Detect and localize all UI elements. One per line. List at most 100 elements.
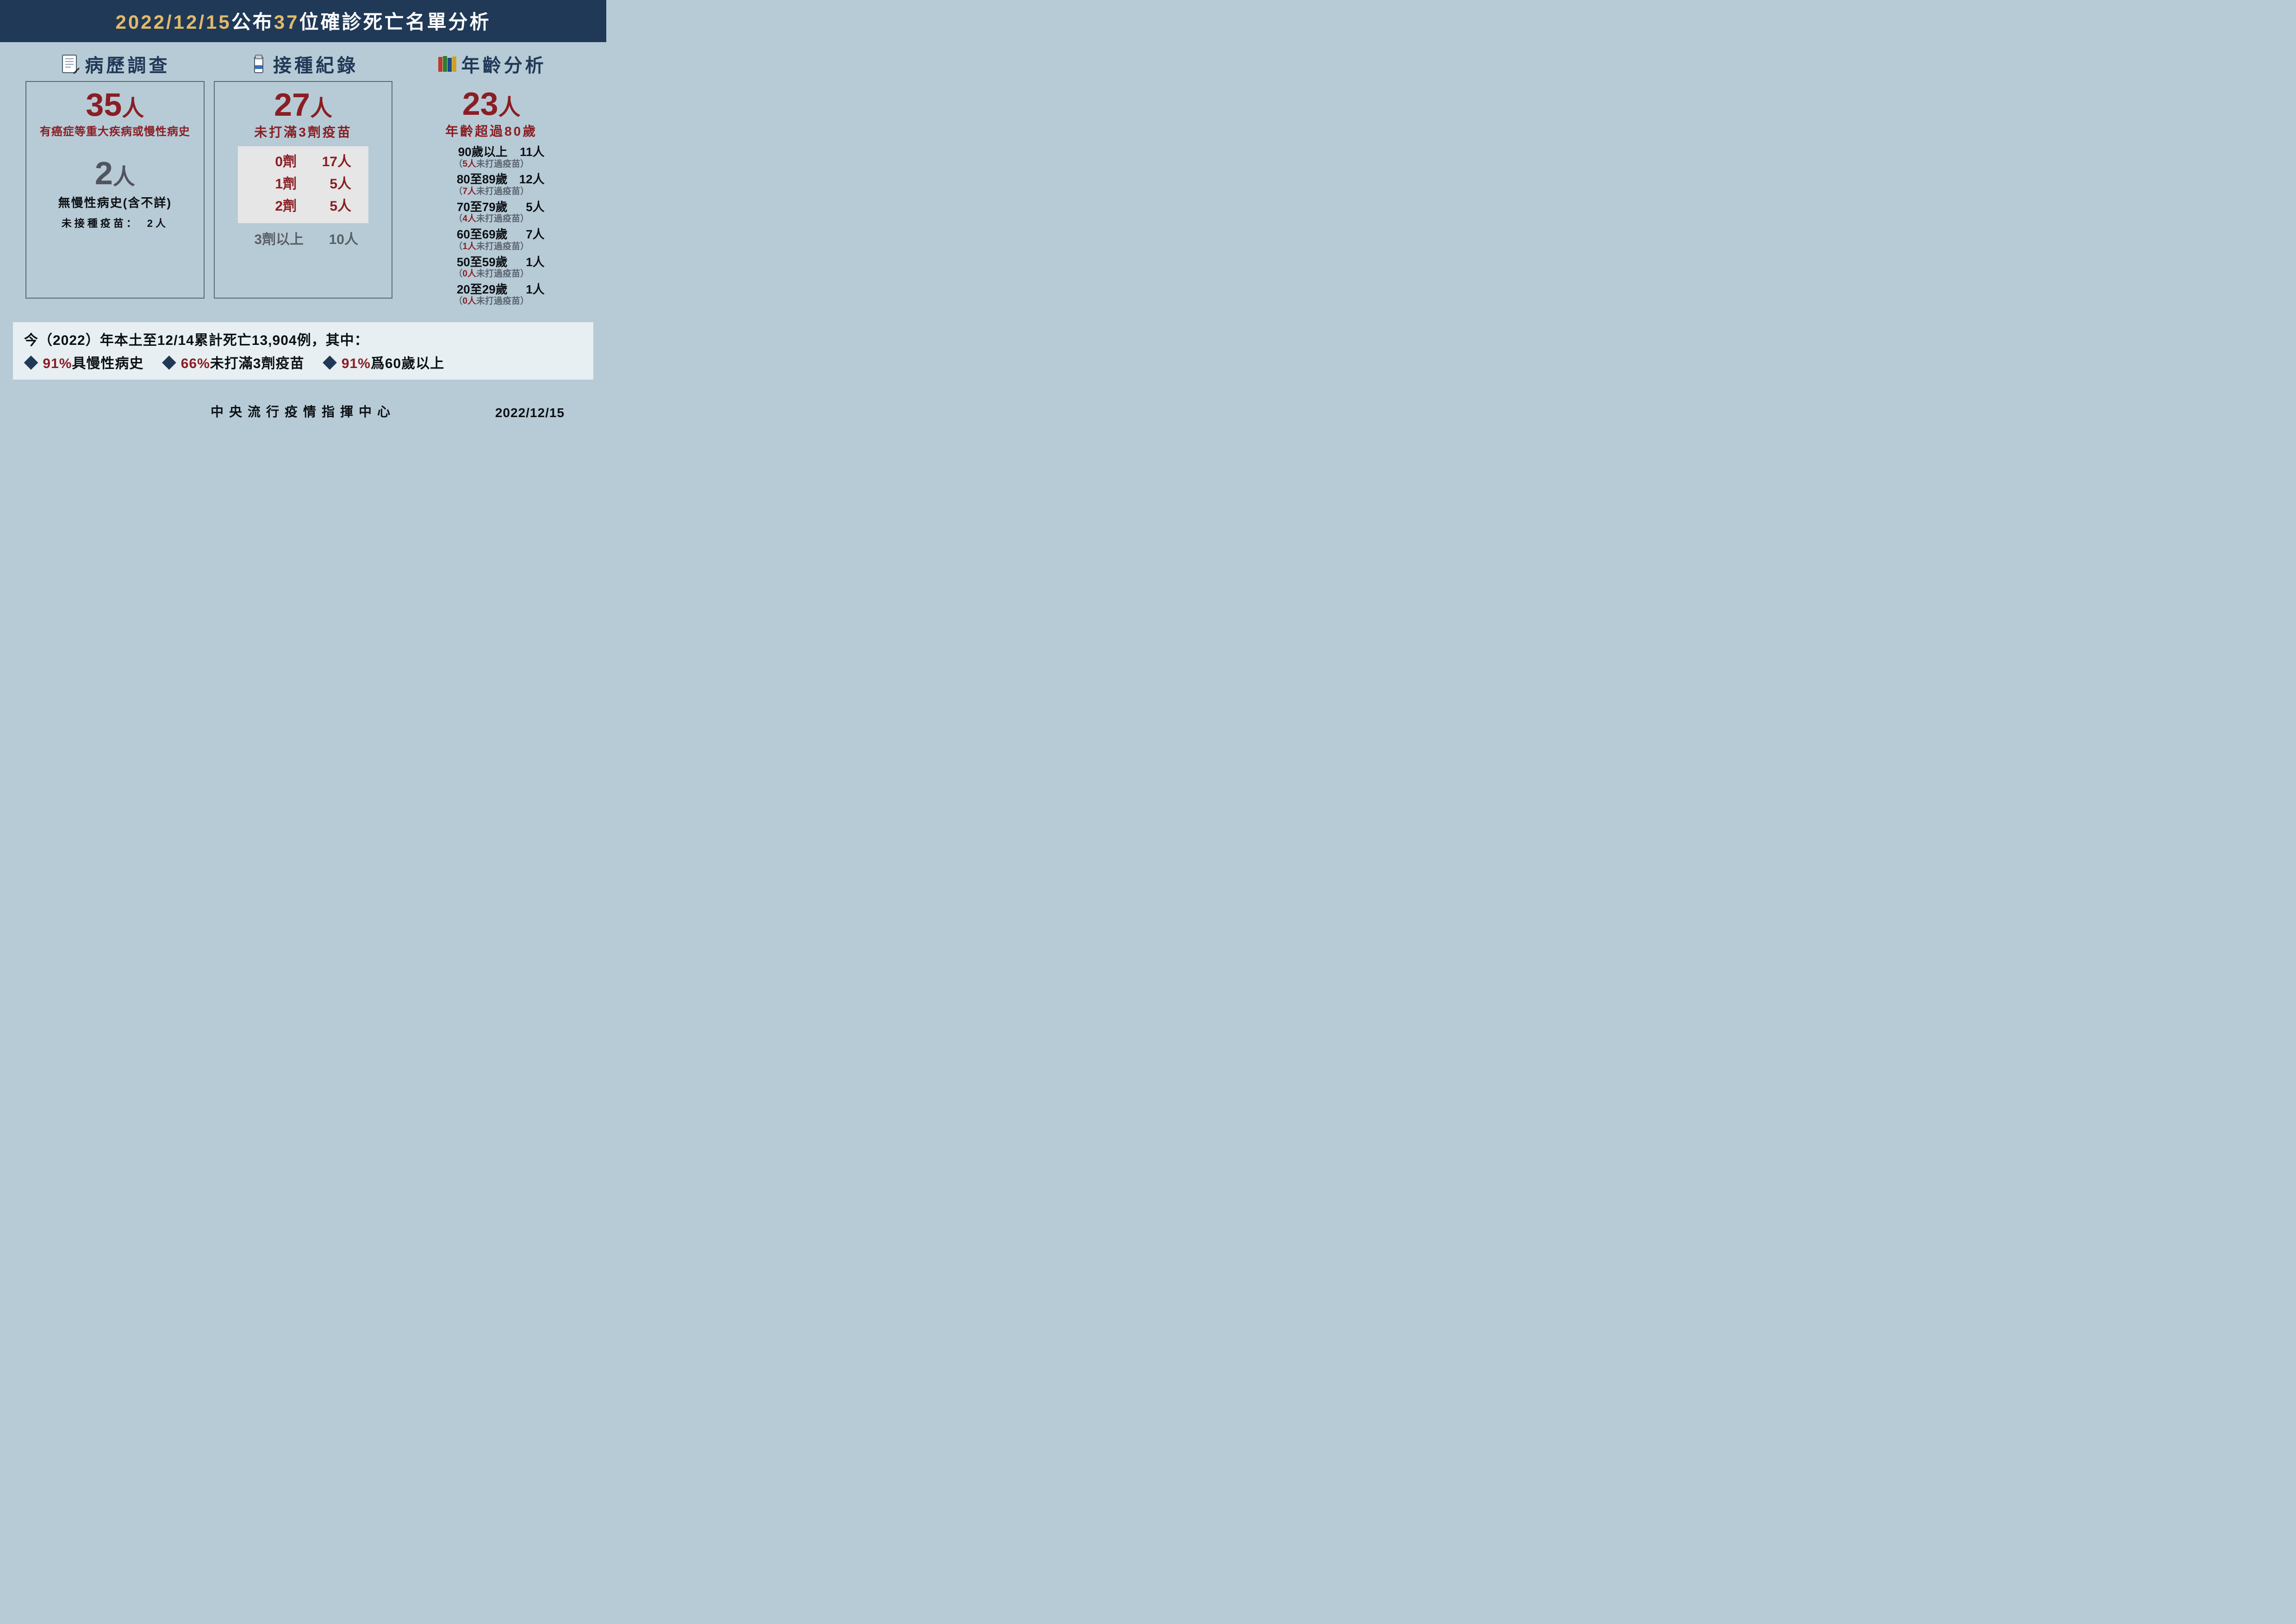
col1-stat1-num: 35 [86, 87, 122, 123]
age-sub-n: 4人 [462, 214, 476, 224]
col3-stat-label: 年齡超過80歲 [406, 121, 576, 140]
col1-stat1-unit: 人 [122, 96, 144, 121]
dose-label: 0劑 [255, 151, 297, 173]
dose-row: 1劑 5人 [238, 173, 369, 195]
age-sub: （4人未打過疫苗） [406, 214, 576, 224]
age-count: 1人 [512, 282, 545, 297]
age-count: 1人 [512, 255, 545, 270]
col3-stat: 23人 [406, 87, 576, 121]
age-sub: （0人未打過疫苗） [406, 297, 576, 306]
col1-stat2-num: 2 [95, 155, 113, 191]
age-sub-t: 未打過疫苗 [476, 187, 520, 196]
title-count: 37 [274, 11, 299, 33]
dose-row: 2劑 5人 [238, 195, 369, 218]
title-mid1: 公布 [231, 11, 274, 33]
diamond-icon: ◆ [323, 356, 341, 371]
col1-stat2-sub: 未接種疫苗： 2人 [31, 215, 199, 230]
age-sub: （1人未打過疫苗） [406, 242, 576, 252]
age-sub-n: 0人 [462, 296, 476, 306]
col3-stat-num: 23 [462, 86, 498, 122]
dose-label: 2劑 [255, 195, 297, 218]
age-range: 60至69歲 [438, 227, 508, 242]
age-range: 50至59歲 [438, 255, 508, 270]
document-icon [60, 53, 81, 75]
summary-item: ◆ 66%未打滿3劑疫苗 [162, 352, 304, 372]
age-list: 90歲以上11人 （5人未打過疫苗） 80至89歲 12人 （7人未打過疫苗） 7… [406, 144, 576, 306]
col3-stat-unit: 人 [498, 95, 521, 120]
dose-box: 0劑 17人 1劑 5人 2劑 5人 [238, 146, 369, 223]
age-range: 20至29歲 [438, 282, 508, 297]
age-sub-n: 7人 [462, 187, 476, 196]
vaccine-vial-icon [248, 53, 269, 75]
age-count: 5人 [512, 200, 545, 215]
summary-txt: 未打滿3劑疫苗 [210, 356, 305, 371]
col1-panel: 35人 有癌症等重大疾病或慢性病史 2人 無慢性病史(含不詳) 未接種疫苗： 2… [25, 81, 205, 299]
age-count: 7人 [512, 227, 545, 242]
age-row: 50至59歲 1人 [406, 255, 576, 270]
summary-line1: 今（2022）年本土至12/14累計死亡13,904例，其中： [24, 329, 582, 349]
dose-out-label: 3劑以上 [248, 228, 304, 248]
summary-txt: 爲60歲以上 [371, 356, 444, 371]
summary-pct: 91% [342, 356, 371, 371]
col2-stat-unit: 人 [310, 96, 332, 121]
col1-stat1-label: 有癌症等重大疾病或慢性病史 [31, 122, 199, 138]
col1-stat2-label: 無慢性病史(含不詳) [31, 194, 199, 211]
summary-item: ◆ 91%具慢性病史 [24, 352, 143, 372]
col2-panel: 27人 未打滿3劑疫苗 0劑 17人 1劑 5人 2劑 5人 3劑以上 [214, 81, 393, 299]
age-sub-t: 未打過疫苗 [476, 296, 520, 306]
diamond-icon: ◆ [24, 356, 43, 371]
books-icon [436, 53, 458, 75]
age-range: 90歲以上 [438, 144, 508, 160]
col2-stat-label: 未打滿3劑疫苗 [219, 122, 387, 141]
dose-row-out: 3劑以上 10人 [219, 228, 387, 248]
age-sub-t: 未打過疫苗 [476, 242, 520, 251]
age-row: 20至29歲 1人 [406, 282, 576, 297]
age-row: 70至79歲 5人 [406, 200, 576, 215]
age-row: 60至69歲 7人 [406, 227, 576, 242]
age-sub: （7人未打過疫苗） [406, 187, 576, 197]
col1-title: 病歷調查 [85, 50, 170, 77]
col-vaccination: 接種紀錄 27人 未打滿3劑疫苗 0劑 17人 1劑 5人 2劑 5人 [214, 50, 393, 314]
summary-box: 今（2022）年本土至12/14累計死亡13,904例，其中： ◆ 91%具慢性… [13, 322, 593, 380]
age-range: 70至79歲 [438, 200, 508, 215]
summary-row2: ◆ 91%具慢性病史 ◆ 66%未打滿3劑疫苗 ◆ 91%爲60歲以上 [24, 352, 582, 372]
age-sub: （5人未打過疫苗） [406, 160, 576, 169]
col3-head: 年齡分析 [436, 50, 547, 77]
age-row: 80至89歲 12人 [406, 172, 576, 187]
summary-txt: 具慢性病史 [72, 356, 143, 371]
col1-head: 病歷調查 [60, 50, 170, 77]
dose-label: 1劑 [255, 173, 297, 195]
age-sub: （0人未打過疫苗） [406, 269, 576, 279]
summary-item: ◆ 91%爲60歲以上 [323, 352, 444, 372]
col1-stat1: 35人 [31, 88, 199, 122]
col3-panel: 23人 年齡超過80歲 90歲以上11人 （5人未打過疫苗） 80至89歲 12人… [402, 81, 581, 314]
age-sub-n: 5人 [462, 159, 476, 169]
dose-count: 17人 [310, 151, 351, 173]
diamond-icon: ◆ [162, 356, 180, 371]
age-range: 80至89歲 [438, 172, 508, 187]
dose-count: 5人 [310, 195, 351, 218]
col1-stat2: 2人 [31, 157, 199, 191]
age-row: 90歲以上11人 [406, 144, 576, 160]
col3-title: 年齡分析 [461, 50, 547, 77]
title-bar: 2022/12/15公布37位確診死亡名單分析 [0, 0, 606, 42]
col-medical-history: 病歷調查 35人 有癌症等重大疾病或慢性病史 2人 無慢性病史(含不詳) 未接種… [25, 50, 205, 314]
summary-pct: 66% [181, 356, 210, 371]
col2-stat: 27人 [219, 88, 387, 122]
age-sub-t: 未打過疫苗 [476, 159, 520, 169]
col1-stat2-unit: 人 [113, 165, 135, 189]
col2-stat-num: 27 [274, 87, 310, 123]
dose-count: 5人 [310, 173, 351, 195]
columns: 病歷調查 35人 有癌症等重大疾病或慢性病史 2人 無慢性病史(含不詳) 未接種… [0, 42, 606, 314]
footer-date: 2022/12/15 [495, 406, 565, 420]
age-sub-n: 0人 [462, 269, 476, 279]
age-sub-n: 1人 [462, 242, 476, 251]
col2-title: 接種紀錄 [273, 50, 358, 77]
age-count: 11人 [512, 144, 545, 160]
dose-out-count: 10人 [317, 228, 358, 248]
age-sub-t: 未打過疫苗 [476, 269, 520, 279]
title-date: 2022/12/15 [116, 11, 231, 33]
title-mid2: 位確診死亡名單分析 [299, 11, 491, 33]
age-count: 12人 [512, 172, 545, 187]
dose-row: 0劑 17人 [238, 151, 369, 173]
